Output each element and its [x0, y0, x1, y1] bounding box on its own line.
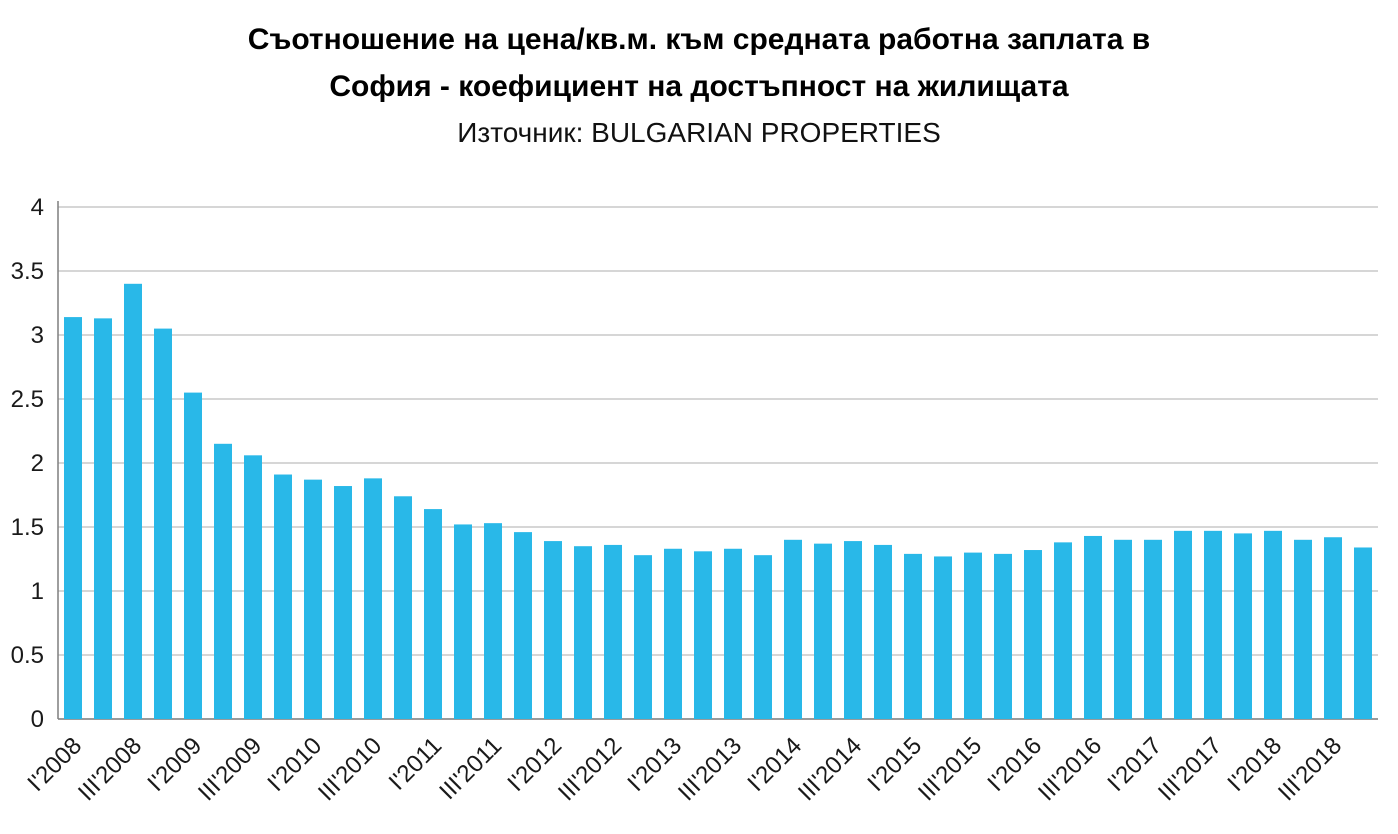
x-tick-label: III'2008	[73, 732, 147, 806]
bar	[1054, 542, 1072, 719]
y-tick-label: 0.5	[11, 642, 44, 669]
y-tick-label: 3	[31, 322, 44, 349]
bar	[964, 552, 982, 719]
bar	[814, 543, 832, 719]
bar	[454, 524, 472, 719]
bar	[244, 455, 262, 719]
bar	[1174, 530, 1192, 719]
bar	[394, 496, 412, 719]
chart-header: Съотношение на цена/кв.м. към средната р…	[0, 16, 1398, 154]
x-tick-label: III'2018	[1273, 732, 1347, 806]
x-tick-label: III'2016	[1033, 732, 1107, 806]
bar	[304, 479, 322, 719]
bar	[1294, 539, 1312, 719]
bar	[1324, 537, 1342, 719]
chart-source: Източник: BULGARIAN PROPERTIES	[457, 116, 941, 148]
x-tick-label: III'2015	[913, 732, 987, 806]
bar	[544, 541, 562, 719]
bar	[664, 548, 682, 719]
chart-title-line-1: Съотношение на цена/кв.м. към средната р…	[247, 23, 1151, 56]
bar	[214, 443, 232, 719]
x-tick-label: III'2010	[313, 732, 387, 806]
bar	[334, 486, 352, 719]
bar	[724, 548, 742, 719]
bar	[184, 392, 202, 719]
y-tick-label: 4	[31, 194, 44, 221]
x-tick-label: III'2013	[673, 732, 747, 806]
bar	[1354, 547, 1372, 719]
bar-chart: 00.511.522.533.54I'2008III'2008I'2009III…	[11, 194, 1378, 806]
bar	[994, 553, 1012, 719]
x-tick-label: III'2011	[434, 732, 507, 805]
bar	[1084, 535, 1102, 719]
bar	[514, 532, 532, 719]
bar	[1264, 530, 1282, 719]
bar	[874, 544, 892, 719]
bar	[604, 544, 622, 719]
bar	[574, 546, 592, 719]
bar	[904, 553, 922, 719]
bar	[274, 474, 292, 719]
x-tick-label: III'2014	[793, 732, 867, 806]
y-tick-label: 1	[31, 578, 44, 605]
bar	[94, 318, 112, 719]
bar	[64, 317, 82, 719]
y-tick-label: 1.5	[11, 514, 44, 541]
bar	[844, 541, 862, 719]
x-tick-label: III'2009	[193, 732, 267, 806]
bar	[154, 328, 172, 719]
bar	[484, 523, 502, 719]
x-tick-label: III'2017	[1153, 732, 1227, 806]
bar	[124, 283, 142, 719]
bar	[1204, 530, 1222, 719]
bar	[784, 539, 802, 719]
bar	[364, 478, 382, 719]
bar	[1234, 533, 1252, 719]
y-tick-label: 0	[31, 706, 44, 733]
bar	[634, 555, 652, 719]
bar	[694, 551, 712, 719]
bar	[1024, 550, 1042, 719]
y-tick-label: 2.5	[11, 386, 44, 413]
y-tick-label: 2	[31, 450, 44, 477]
x-tick-label: III'2012	[553, 732, 627, 806]
bar	[1144, 539, 1162, 719]
bar	[754, 555, 772, 719]
chart-title-line-2: София - коефициент на достъпност на жили…	[329, 70, 1069, 104]
bar	[424, 509, 442, 719]
bar	[934, 556, 952, 719]
y-tick-label: 3.5	[11, 258, 44, 285]
bar	[1114, 539, 1132, 719]
